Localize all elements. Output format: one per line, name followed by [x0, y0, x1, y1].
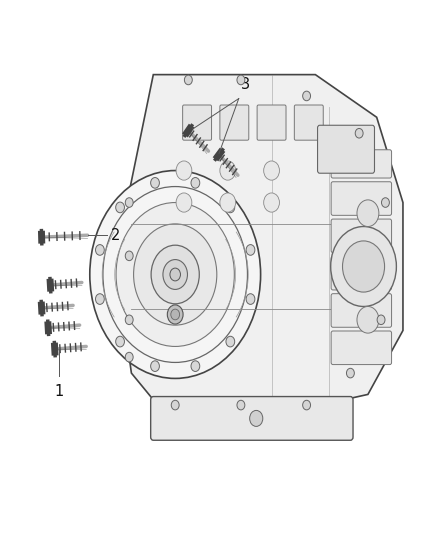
Circle shape [151, 177, 159, 188]
FancyBboxPatch shape [151, 397, 353, 440]
Circle shape [303, 91, 311, 101]
Circle shape [125, 315, 133, 325]
Circle shape [355, 128, 363, 138]
Circle shape [95, 245, 104, 255]
FancyBboxPatch shape [331, 256, 392, 290]
Circle shape [220, 193, 236, 212]
Circle shape [357, 200, 379, 227]
Circle shape [163, 260, 187, 289]
Circle shape [226, 202, 235, 213]
Circle shape [191, 361, 200, 372]
Circle shape [116, 202, 124, 213]
Circle shape [134, 224, 217, 325]
Circle shape [377, 315, 385, 325]
Circle shape [151, 245, 199, 304]
FancyBboxPatch shape [331, 331, 392, 365]
Circle shape [357, 253, 379, 280]
Circle shape [184, 75, 192, 85]
FancyBboxPatch shape [183, 105, 212, 140]
Text: 2: 2 [110, 228, 120, 243]
Circle shape [357, 306, 379, 333]
Circle shape [346, 368, 354, 378]
Text: 1: 1 [54, 384, 64, 399]
FancyBboxPatch shape [257, 105, 286, 140]
Circle shape [171, 400, 179, 410]
Circle shape [95, 294, 104, 304]
Circle shape [125, 352, 133, 362]
Circle shape [237, 400, 245, 410]
FancyBboxPatch shape [331, 150, 392, 178]
Circle shape [176, 161, 192, 180]
Circle shape [220, 161, 236, 180]
Circle shape [170, 268, 180, 281]
Circle shape [90, 171, 261, 378]
Circle shape [125, 198, 133, 207]
Circle shape [167, 305, 183, 324]
Text: 3: 3 [241, 77, 250, 92]
Circle shape [331, 227, 396, 306]
Circle shape [246, 294, 255, 304]
FancyBboxPatch shape [331, 219, 392, 253]
Circle shape [264, 193, 279, 212]
FancyBboxPatch shape [294, 105, 323, 140]
Circle shape [343, 241, 385, 292]
Circle shape [191, 177, 200, 188]
Circle shape [381, 198, 389, 207]
Circle shape [264, 161, 279, 180]
FancyBboxPatch shape [318, 125, 374, 173]
Circle shape [125, 251, 133, 261]
Circle shape [303, 400, 311, 410]
Circle shape [171, 309, 180, 320]
FancyBboxPatch shape [220, 105, 249, 140]
Circle shape [250, 410, 263, 426]
Circle shape [116, 336, 124, 347]
Circle shape [226, 336, 235, 347]
Circle shape [116, 203, 234, 346]
Circle shape [151, 361, 159, 372]
Polygon shape [123, 75, 403, 416]
Circle shape [176, 193, 192, 212]
FancyBboxPatch shape [331, 294, 392, 327]
FancyBboxPatch shape [331, 182, 392, 215]
Circle shape [237, 75, 245, 85]
Circle shape [246, 245, 255, 255]
